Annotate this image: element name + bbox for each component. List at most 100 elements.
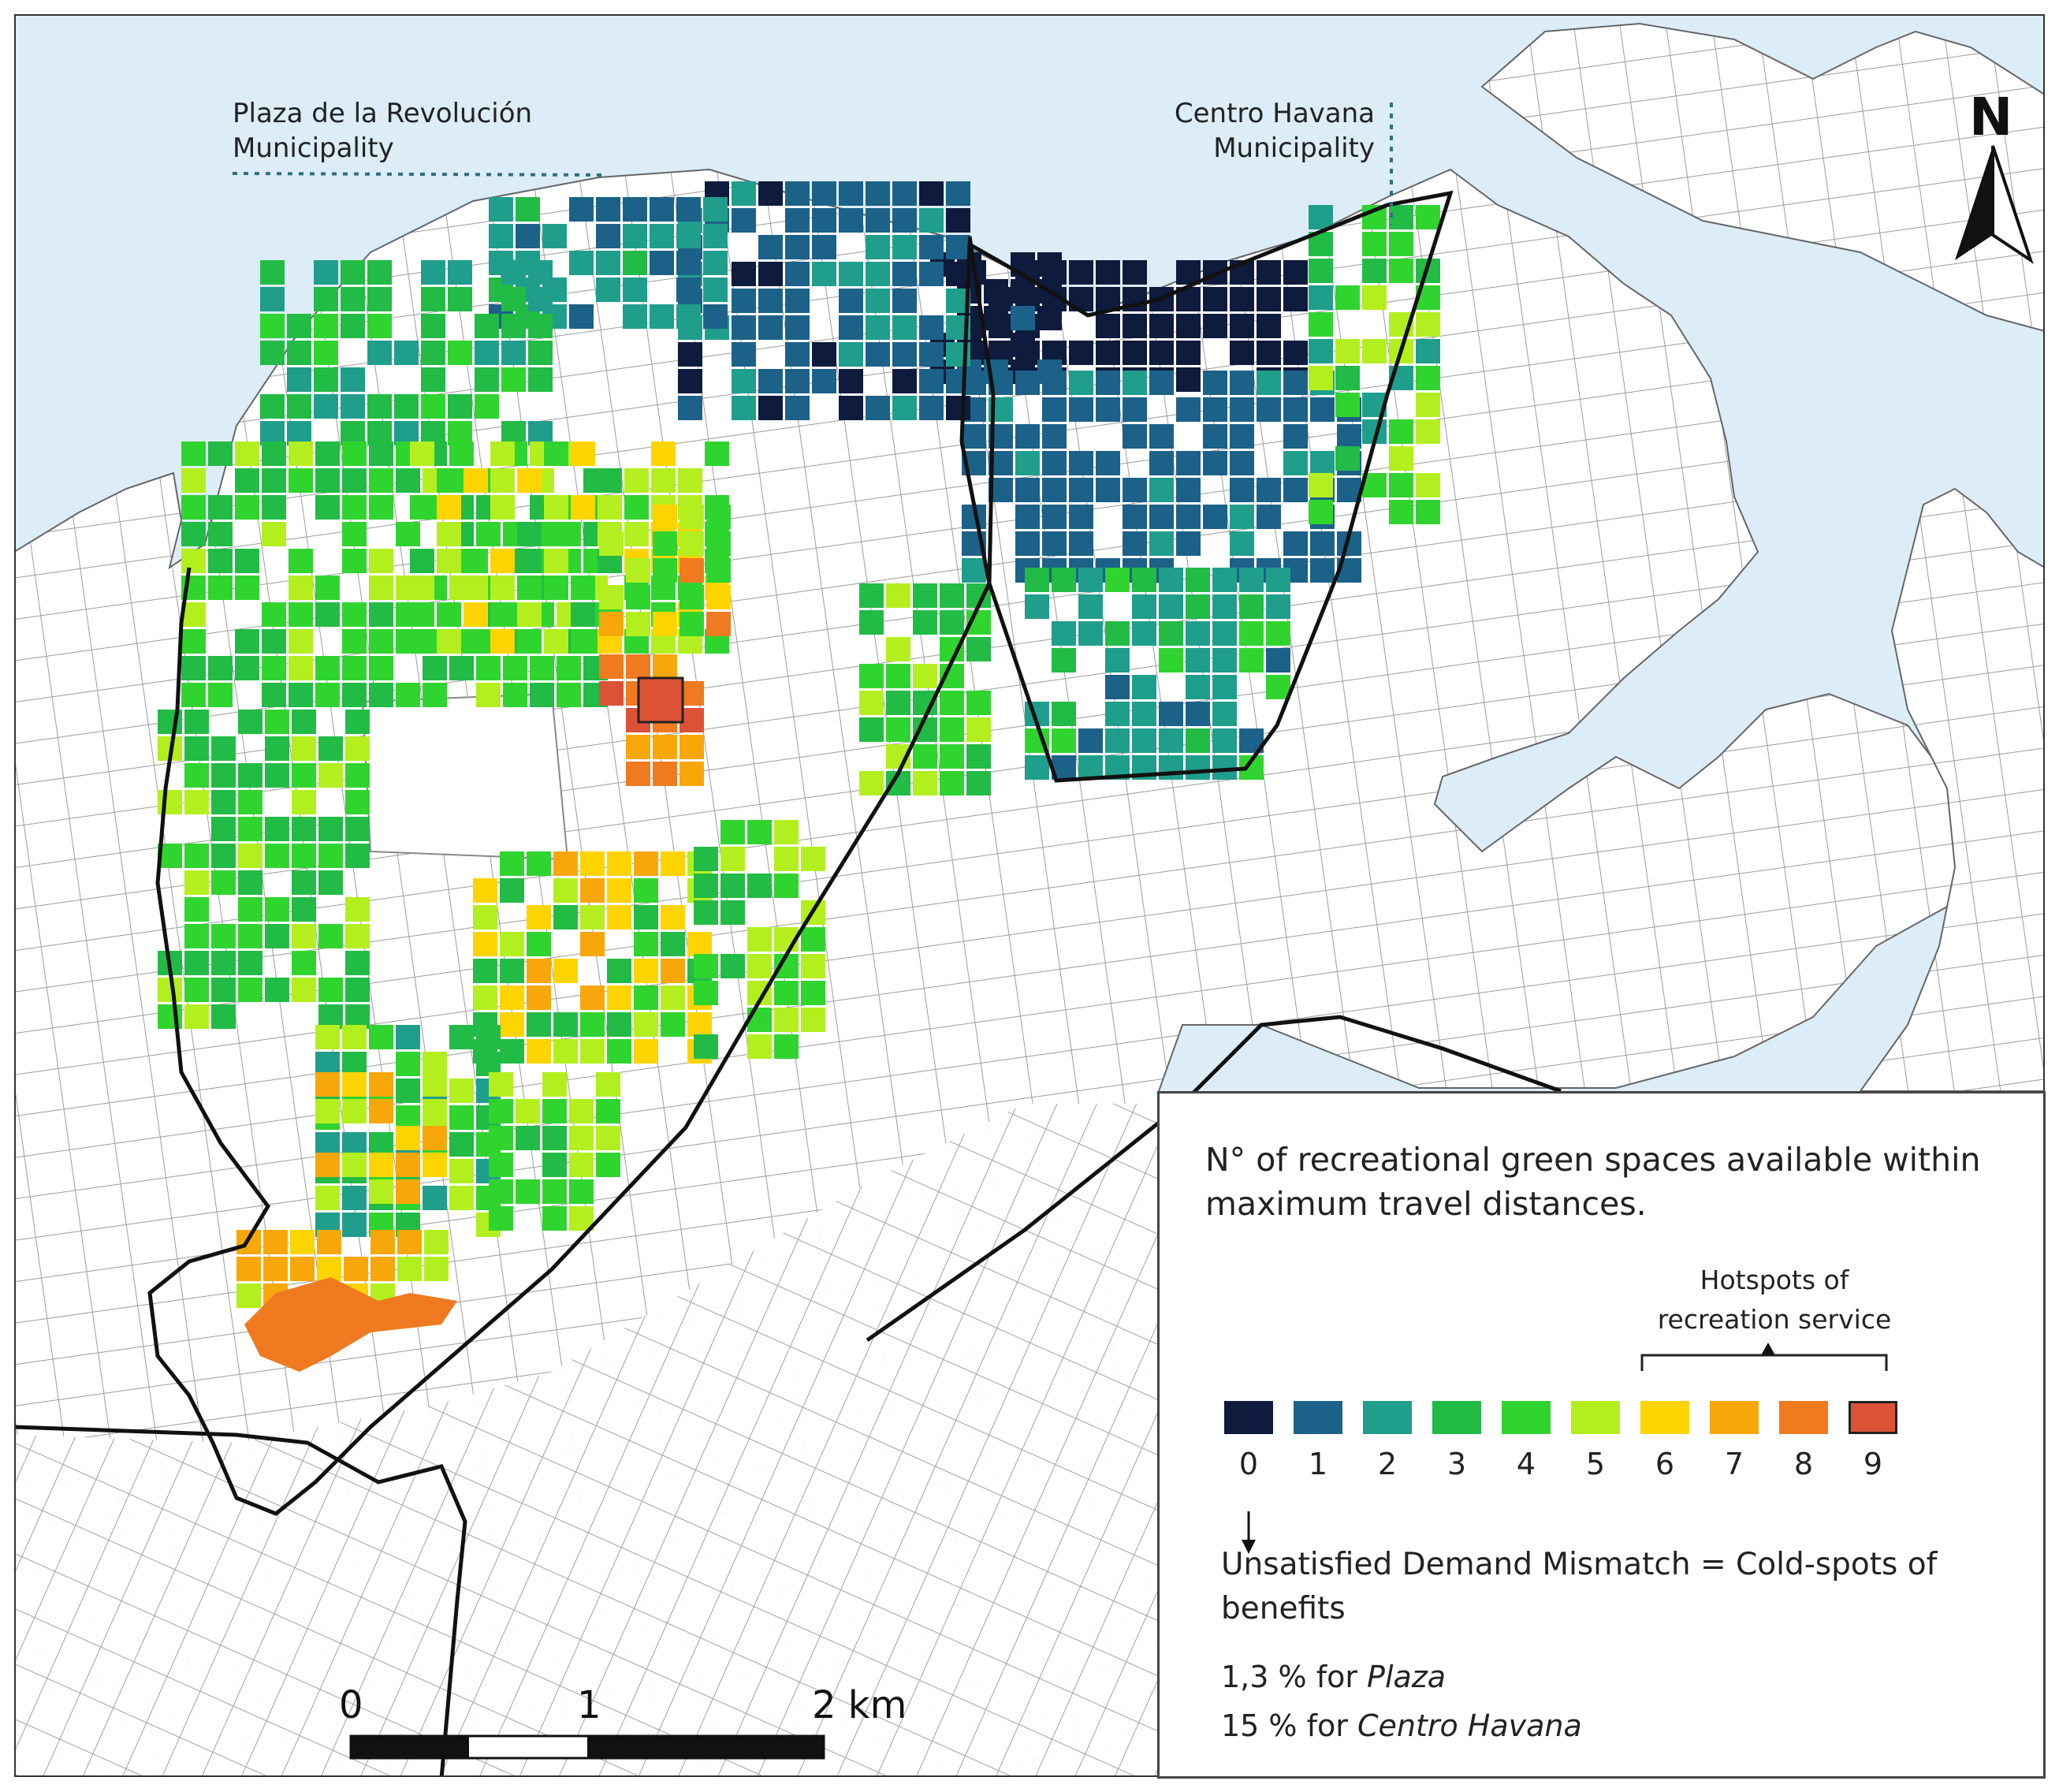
legend-stat-plaza-value: 1,3 % for	[1221, 1660, 1368, 1694]
heat-cell	[596, 1153, 620, 1177]
heat-cell	[448, 341, 472, 365]
heat-cell	[211, 817, 236, 841]
heat-cell	[1149, 505, 1174, 529]
heat-cell	[1011, 279, 1035, 304]
heat-cell	[626, 735, 650, 759]
heat-cell	[1069, 397, 1093, 422]
heat-cell	[1123, 371, 1147, 395]
heat-cell	[410, 495, 434, 520]
heat-cell	[680, 558, 704, 583]
heat-cell	[424, 1230, 449, 1254]
heat-cell	[886, 637, 910, 661]
heat-cell	[732, 289, 756, 313]
heat-cell	[544, 495, 568, 520]
heat-cell	[553, 905, 578, 930]
heat-cell	[1266, 675, 1290, 699]
heat-cell	[1015, 371, 1040, 395]
heat-cell	[318, 817, 343, 841]
heat-cell	[1069, 341, 1093, 365]
heat-cell	[1037, 306, 1062, 330]
heat-cell	[449, 656, 474, 680]
heat-cell	[369, 1153, 393, 1177]
heat-cell	[599, 612, 624, 636]
north-label: N	[1969, 87, 2013, 147]
heat-cell	[1149, 371, 1174, 395]
heat-cell	[236, 1283, 261, 1308]
heat-cell	[490, 468, 515, 493]
heat-cell	[1096, 371, 1120, 395]
heat-cell	[1416, 473, 1440, 497]
heat-cell	[1239, 594, 1264, 619]
heat-cell	[314, 341, 338, 365]
heat-cell	[1123, 478, 1147, 502]
heat-cell	[542, 1126, 567, 1150]
heat-cell	[946, 235, 970, 259]
heat-cell	[342, 522, 367, 546]
heat-cell	[661, 905, 685, 930]
heat-cell	[661, 985, 685, 1010]
heat-cell	[345, 951, 370, 975]
heat-cell	[530, 656, 554, 680]
heat-cell	[542, 1179, 567, 1204]
heat-cell	[396, 1179, 420, 1204]
heat-cell	[694, 847, 718, 871]
legend-class-label-4: 4	[1516, 1447, 1536, 1481]
heat-cell	[318, 763, 343, 788]
heat-cell	[866, 235, 890, 259]
heat-cell	[1212, 755, 1237, 780]
heat-cell	[517, 602, 542, 627]
heat-cell	[758, 396, 783, 420]
heat-cell	[758, 369, 783, 393]
heat-cell	[289, 576, 313, 600]
heat-cell	[705, 441, 729, 466]
heat-cell	[235, 495, 259, 520]
heat-cell	[1283, 371, 1308, 395]
heat-cell	[1212, 648, 1237, 672]
heat-cell	[839, 342, 863, 367]
heat-cell	[292, 897, 316, 922]
heat-cell	[626, 612, 650, 636]
heat-cell	[260, 260, 285, 285]
heat-cell	[421, 394, 445, 419]
land-south	[14, 1104, 1159, 1777]
land-east-peninsula	[1480, 22, 2045, 333]
heat-cell	[341, 367, 365, 392]
heat-cell	[542, 224, 567, 248]
heat-cell	[706, 585, 731, 609]
heat-cell	[265, 978, 289, 1002]
heat-cell	[1212, 621, 1237, 646]
heat-cell	[839, 262, 863, 286]
heat-cell	[181, 629, 206, 654]
heat-cell	[1096, 341, 1120, 365]
heat-cell	[553, 1039, 578, 1064]
heat-cell	[1230, 371, 1254, 395]
heat-cell-south-hotspot	[244, 1277, 457, 1372]
heat-cell	[448, 260, 472, 285]
heat-cell	[464, 549, 488, 573]
heat-cell	[866, 262, 890, 286]
heat-cell	[1015, 424, 1040, 449]
heat-cell	[680, 505, 704, 529]
heat-cell	[184, 1004, 209, 1029]
heat-cell	[1042, 424, 1067, 449]
heat-cell	[262, 468, 286, 493]
heat-cell	[516, 1099, 540, 1123]
heat-cell	[839, 396, 863, 420]
heat-cell	[694, 954, 718, 978]
heat-cell	[341, 394, 365, 419]
heat-cell	[367, 394, 392, 419]
heat-cell	[292, 736, 316, 761]
heat-cell	[1310, 451, 1335, 475]
heat-cell	[490, 629, 515, 654]
heat-cell	[421, 260, 445, 285]
heat-cell	[962, 424, 986, 449]
heat-cell	[1069, 260, 1093, 285]
heat-cell	[184, 897, 209, 922]
heat-cell	[211, 951, 236, 975]
heat-cell	[747, 927, 772, 952]
heat-cell	[634, 851, 658, 876]
heat-cell	[1096, 260, 1120, 285]
heat-cell	[1335, 339, 1360, 363]
heat-cell	[517, 576, 542, 600]
heat-cell	[449, 1132, 474, 1157]
